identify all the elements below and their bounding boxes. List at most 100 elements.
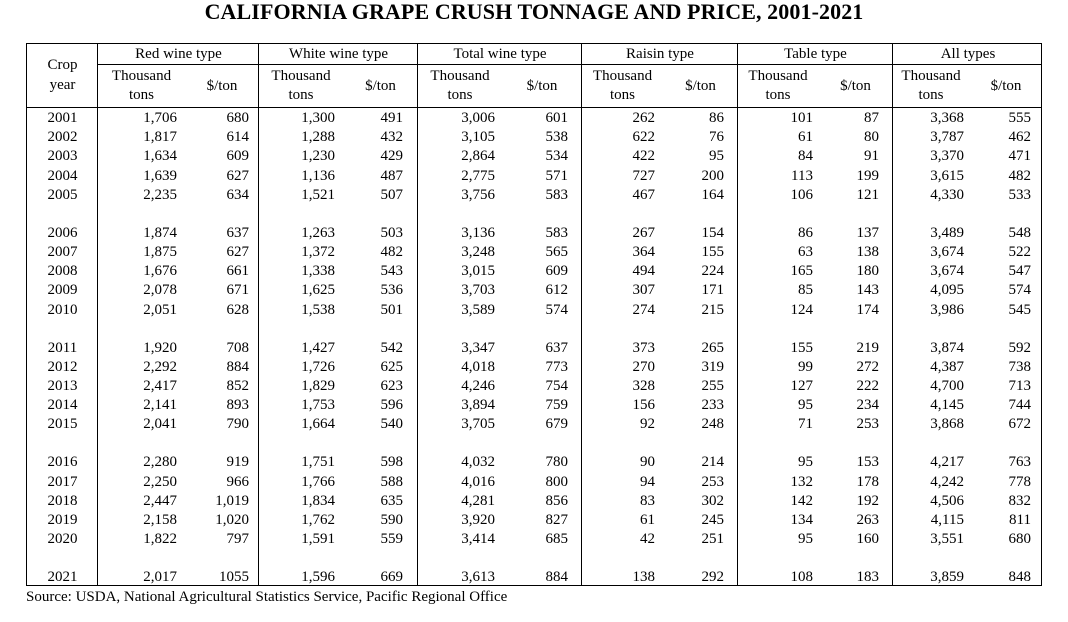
column-divider <box>892 44 893 585</box>
tons-cell: 101 <box>790 110 814 126</box>
tons-cell: 3,756 <box>461 186 495 203</box>
subheader-tons: tons <box>128 87 154 103</box>
price-cell: 200 <box>701 167 725 184</box>
tons-cell: 3,674 <box>930 263 964 280</box>
price-cell: 222 <box>856 378 880 394</box>
price-cell: 180 <box>856 263 880 280</box>
tons-cell: 94 <box>640 473 655 490</box>
price-cell: 522 <box>1008 244 1032 260</box>
group-underline <box>893 64 1042 65</box>
price-cell: 233 <box>701 397 725 414</box>
tons-cell: 3,105 <box>461 129 495 146</box>
group-underline <box>98 64 258 65</box>
crop-year-cell: 2014 <box>47 397 78 414</box>
tons-cell: 3,248 <box>461 244 495 260</box>
tons-cell: 86 <box>798 224 813 241</box>
crop-year-cell: 2016 <box>47 454 78 471</box>
column-divider <box>581 44 582 585</box>
tons-cell: 3,006 <box>461 110 495 126</box>
group-underline <box>418 64 581 65</box>
price-cell: 86 <box>709 110 724 126</box>
subheader-price: $/ton <box>206 78 238 94</box>
tons-cell: 142 <box>790 492 814 509</box>
tons-cell: 3,615 <box>930 167 964 184</box>
tons-cell: 155 <box>790 339 814 356</box>
tons-cell: 2,292 <box>143 358 177 375</box>
price-cell: 253 <box>701 473 725 490</box>
price-cell: 884 <box>545 569 569 586</box>
crop-year-cell: 2008 <box>47 263 78 280</box>
price-cell: 121 <box>856 186 880 203</box>
price-cell: 547 <box>1008 263 1032 280</box>
tons-cell: 3,347 <box>461 339 495 356</box>
price-cell: 87 <box>864 110 879 126</box>
tons-cell: 4,115 <box>930 512 964 528</box>
tons-cell: 108 <box>790 569 814 586</box>
price-cell: 272 <box>856 358 880 375</box>
price-cell: 713 <box>1008 378 1032 394</box>
tons-cell: 3,414 <box>461 531 495 548</box>
column-divider <box>737 44 738 585</box>
subheader-tons: Thousand <box>111 68 172 84</box>
subheader-tons: tons <box>765 87 791 103</box>
price-cell: 669 <box>380 569 404 586</box>
price-cell: 487 <box>380 167 404 184</box>
price-cell: 153 <box>856 454 880 471</box>
tons-cell: 4,242 <box>930 473 964 490</box>
price-cell: 884 <box>226 358 250 375</box>
tons-cell: 1,726 <box>301 358 335 375</box>
tons-cell: 1,634 <box>143 148 177 165</box>
price-cell: 536 <box>380 282 404 299</box>
price-cell: 661 <box>226 263 250 280</box>
price-cell: 672 <box>1008 416 1032 433</box>
column-divider <box>258 44 259 585</box>
price-cell: 637 <box>545 339 569 356</box>
price-cell: 738 <box>1008 358 1032 375</box>
price-cell: 507 <box>380 186 404 203</box>
tons-cell: 61 <box>640 512 655 528</box>
price-cell: 598 <box>380 454 404 471</box>
price-cell: 192 <box>856 492 880 509</box>
crop-year-cell: 2018 <box>47 492 78 509</box>
crop-year-cell: 2005 <box>47 186 78 203</box>
price-cell: 1,020 <box>215 512 249 528</box>
tons-cell: 84 <box>798 148 813 165</box>
tons-cell: 1,762 <box>301 512 335 528</box>
price-cell: 155 <box>701 244 725 260</box>
price-cell: 778 <box>1008 473 1032 490</box>
subheader-tons: Thousand <box>901 68 961 84</box>
price-cell: 224 <box>701 263 725 280</box>
price-cell: 292 <box>701 569 725 586</box>
price-cell: 255 <box>701 378 725 394</box>
tons-cell: 2,447 <box>143 492 177 509</box>
price-cell: 91 <box>864 148 879 165</box>
price-cell: 540 <box>380 416 404 433</box>
tons-cell: 1,372 <box>301 244 335 260</box>
price-cell: 893 <box>226 397 250 414</box>
price-cell: 780 <box>545 454 569 471</box>
tons-cell: 1,753 <box>301 397 335 414</box>
price-cell: 628 <box>226 301 250 318</box>
tons-cell: 4,145 <box>930 397 964 414</box>
price-cell: 754 <box>545 378 569 394</box>
tons-cell: 1,230 <box>301 148 335 165</box>
crop-year-cell: 2013 <box>47 378 78 394</box>
tons-cell: 1,427 <box>301 339 335 356</box>
price-cell: 685 <box>545 531 569 548</box>
price-cell: 623 <box>380 378 404 394</box>
price-cell: 1055 <box>219 569 249 586</box>
tons-cell: 373 <box>632 339 656 356</box>
tons-cell: 270 <box>632 358 656 375</box>
price-cell: 501 <box>380 301 404 318</box>
price-cell: 245 <box>701 512 725 528</box>
price-cell: 574 <box>545 301 569 318</box>
tons-cell: 1,822 <box>143 531 177 548</box>
price-cell: 80 <box>864 129 879 146</box>
price-cell: 790 <box>226 416 250 433</box>
crop-year-cell: 2020 <box>47 531 78 548</box>
price-cell: 612 <box>545 282 569 299</box>
subheader-tons: tons <box>288 87 314 103</box>
tons-cell: 2,775 <box>461 167 495 184</box>
group-header: White wine type <box>288 46 389 62</box>
group-header: Table type <box>784 46 847 62</box>
